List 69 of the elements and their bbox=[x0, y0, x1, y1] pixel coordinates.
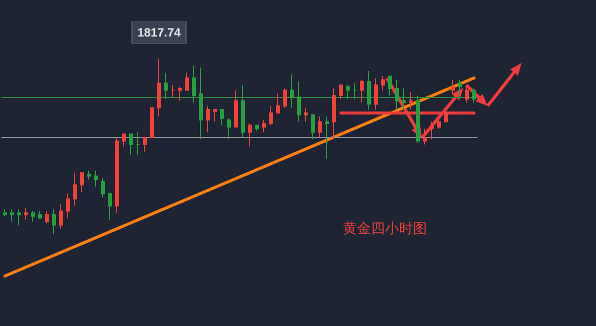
candlestick bbox=[101, 177, 105, 198]
candlestick bbox=[87, 170, 91, 180]
candlestick bbox=[423, 128, 427, 146]
candlestick bbox=[339, 84, 343, 100]
candlestick bbox=[52, 208, 56, 234]
candlestick bbox=[346, 84, 350, 100]
candlestick bbox=[136, 132, 140, 156]
candlestick bbox=[80, 172, 84, 192]
candlestick bbox=[94, 170, 98, 188]
candlestick bbox=[465, 84, 469, 103]
candlestick bbox=[59, 204, 63, 230]
candlestick bbox=[395, 79, 399, 110]
candlestick bbox=[31, 210, 35, 222]
candlestick bbox=[402, 88, 406, 110]
candlestick bbox=[122, 134, 126, 147]
candlestick bbox=[73, 172, 77, 206]
candlestick bbox=[150, 107, 154, 138]
candlestick bbox=[108, 193, 112, 220]
candlestick bbox=[129, 134, 133, 156]
candlestick bbox=[234, 90, 238, 128]
candlestick bbox=[171, 84, 175, 98]
candlestick bbox=[157, 58, 161, 118]
candlestick bbox=[269, 106, 273, 126]
candlestick bbox=[283, 88, 287, 108]
candlestick bbox=[199, 66, 203, 140]
candlestick bbox=[24, 207, 28, 220]
candlestick bbox=[290, 74, 294, 108]
candlestick bbox=[248, 123, 252, 147]
candlestick bbox=[185, 72, 189, 91]
candlestick bbox=[430, 121, 434, 140]
candlestick bbox=[451, 79, 455, 94]
candlestick bbox=[311, 114, 315, 140]
candlestick bbox=[241, 84, 245, 138]
candlestick bbox=[255, 124, 259, 132]
candlestick bbox=[3, 208, 7, 217]
candlestick bbox=[374, 77, 378, 110]
candlestick bbox=[66, 193, 70, 219]
candlestick bbox=[206, 106, 210, 133]
candlestick bbox=[332, 88, 336, 140]
annotation: 黄金四小时图 bbox=[343, 221, 427, 237]
candlestick bbox=[38, 210, 42, 219]
candlestick bbox=[262, 120, 266, 133]
candlestick bbox=[115, 137, 119, 214]
candlestick bbox=[227, 118, 231, 140]
candlestick bbox=[318, 116, 322, 138]
candlestick bbox=[304, 107, 308, 122]
candlestick bbox=[10, 208, 14, 222]
candlestick bbox=[360, 79, 364, 103]
candlestick bbox=[325, 116, 329, 160]
candlestick bbox=[367, 70, 371, 110]
candlestick bbox=[220, 109, 224, 126]
candlestick bbox=[17, 208, 21, 226]
candlestick bbox=[213, 109, 217, 122]
candlestick bbox=[458, 79, 462, 100]
annotation: 1817.74 bbox=[137, 26, 182, 40]
candlestick bbox=[178, 86, 182, 102]
candlestick bbox=[381, 76, 385, 91]
candlestick bbox=[164, 72, 168, 100]
candlestick bbox=[353, 82, 357, 100]
candlestick bbox=[472, 88, 476, 103]
candlestick bbox=[437, 116, 441, 130]
candlestick bbox=[276, 93, 280, 114]
candlestick bbox=[409, 91, 413, 110]
candlestick bbox=[297, 80, 301, 122]
candlestick bbox=[192, 65, 196, 103]
candlestick bbox=[416, 94, 420, 144]
candlestick bbox=[388, 76, 392, 96]
candlestick bbox=[45, 210, 49, 224]
candlestick bbox=[143, 137, 147, 152]
